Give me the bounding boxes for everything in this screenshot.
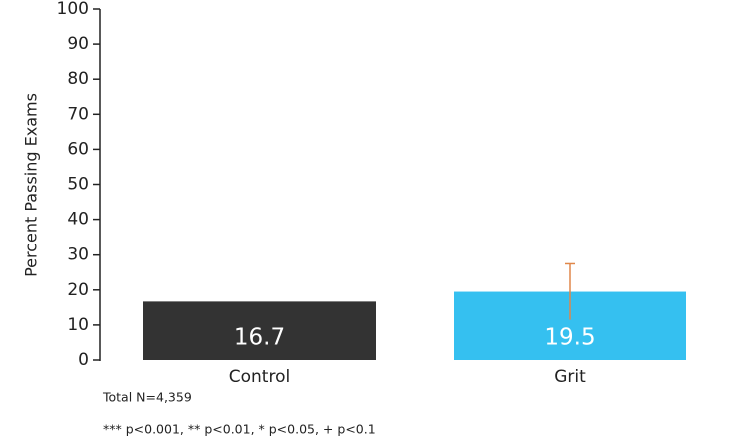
y-tick-label: 40 [67, 210, 89, 230]
y-tick-label: 60 [67, 139, 89, 159]
value-label: 19.5 [544, 325, 595, 351]
value-label: 16.7 [234, 325, 285, 351]
y-tick-label: 50 [67, 175, 89, 195]
footnote: Total N=4,359 [102, 390, 192, 405]
y-tick-label: 90 [67, 34, 89, 54]
footnote: *** p<0.001, ** p<0.01, * p<0.05, + p<0.… [103, 422, 376, 437]
y-tick-label: 30 [67, 245, 89, 265]
bar [143, 301, 376, 360]
y-tick-label: 80 [67, 69, 89, 89]
y-tick-label: 20 [67, 280, 89, 300]
x-tick-label: Grit [554, 367, 586, 387]
y-tick-label: 0 [78, 350, 89, 370]
y-tick-label: 10 [67, 315, 89, 335]
y-tick-label: 100 [57, 0, 89, 19]
y-tick-label: 70 [67, 104, 89, 124]
y-axis-label: Percent Passing Exams [22, 93, 41, 277]
x-tick-label: Control [229, 367, 290, 387]
